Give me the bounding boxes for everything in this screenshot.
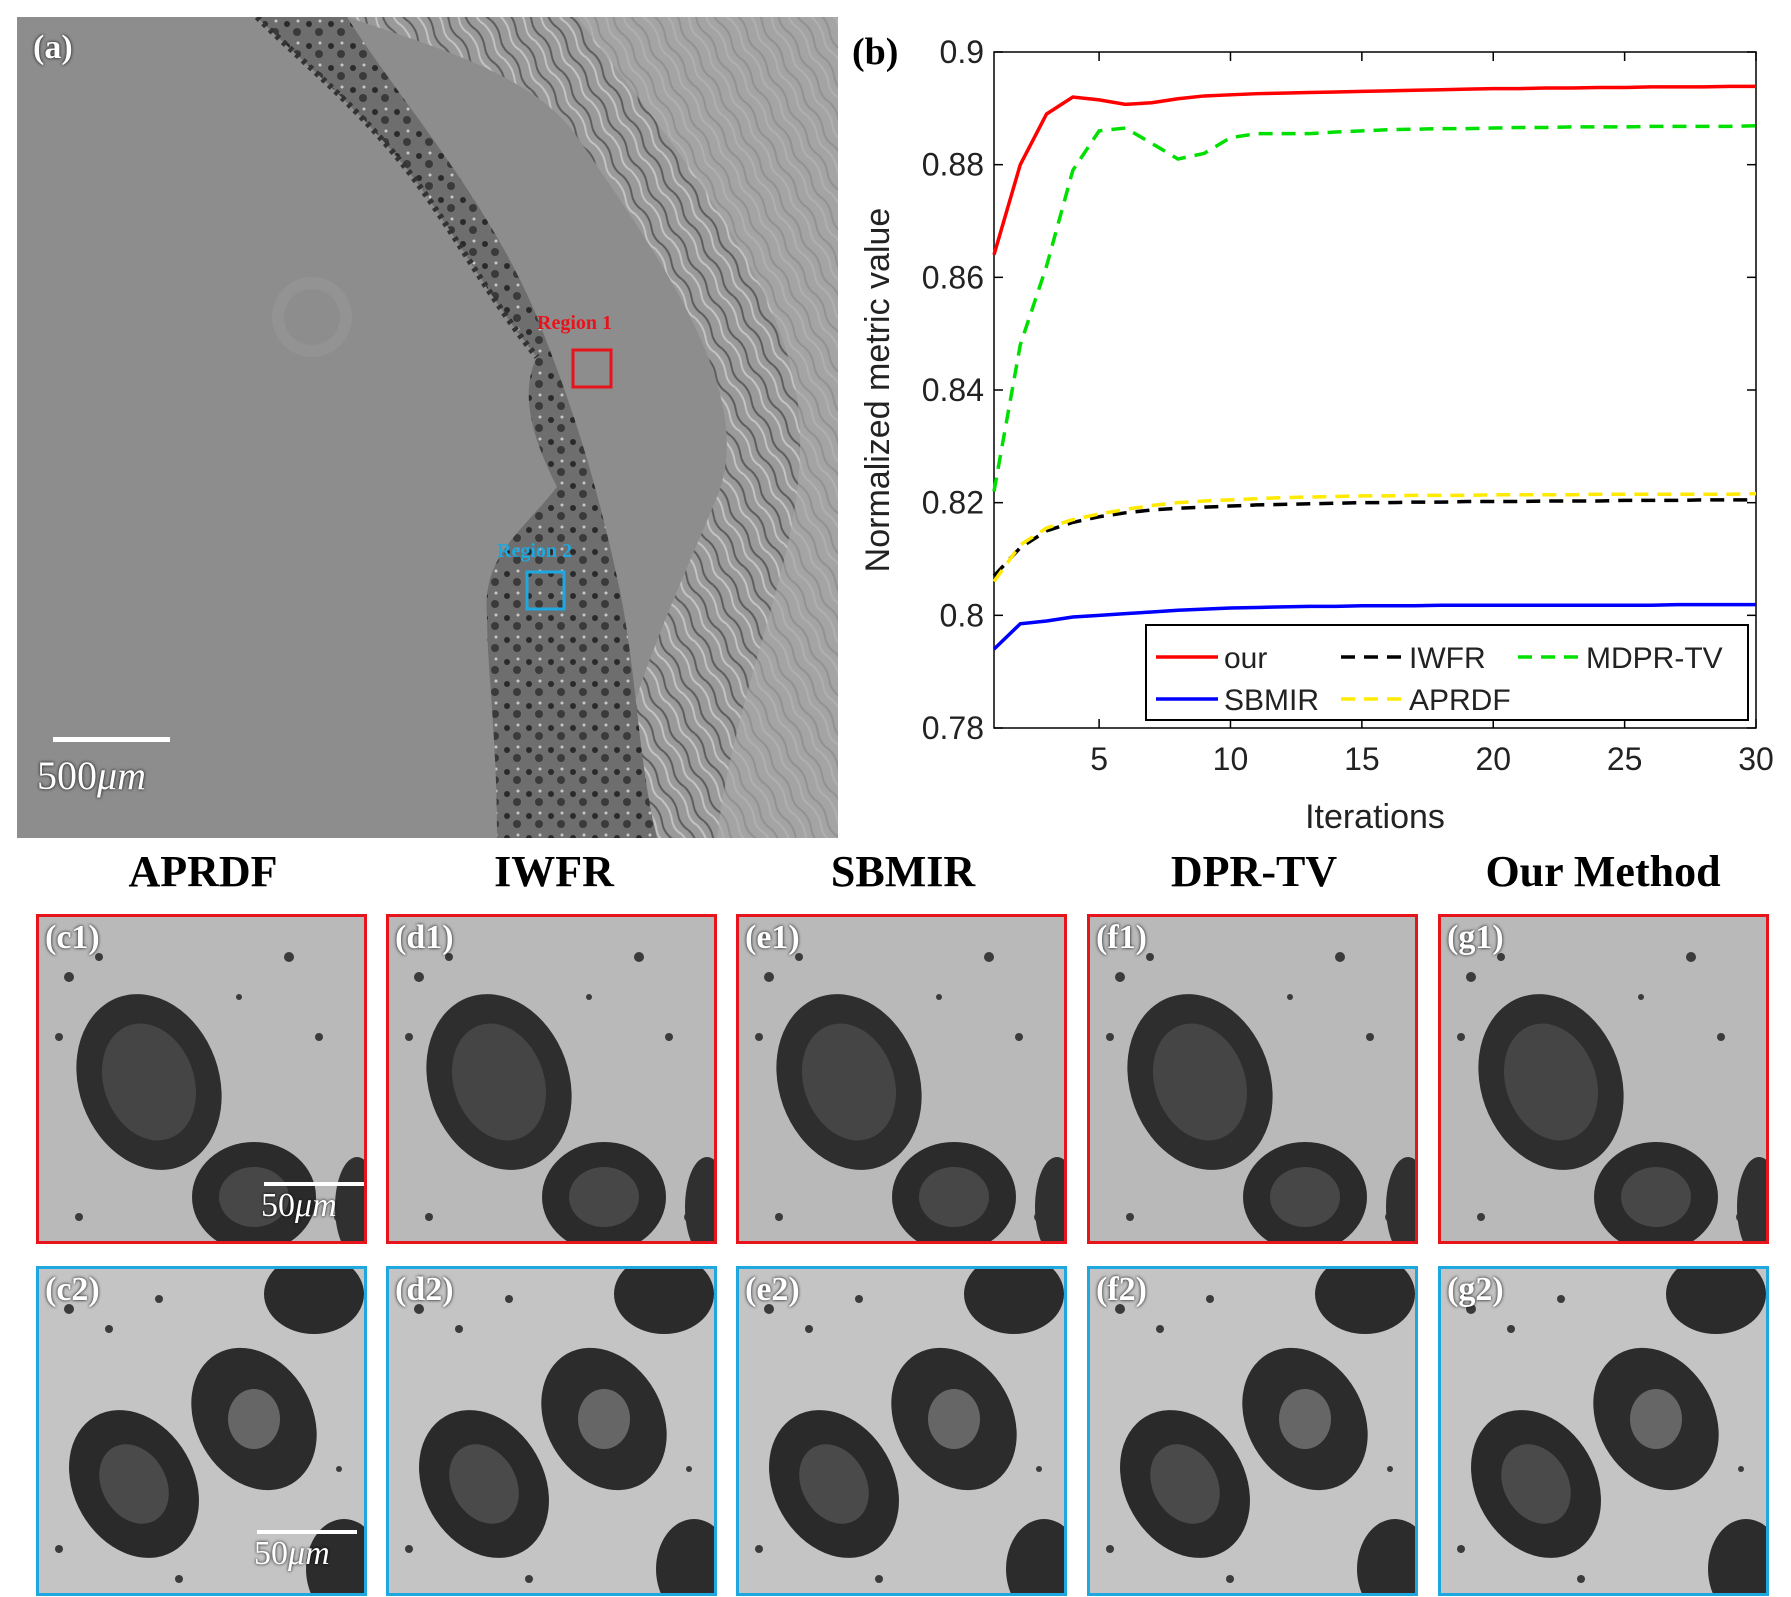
crop-scale-bar xyxy=(257,1530,357,1534)
scale-bar xyxy=(53,737,170,742)
y-tick-label: 0.86 xyxy=(922,259,984,295)
crop-panel-label: (e2) xyxy=(745,1271,800,1308)
crop-panel-label: (d1) xyxy=(395,919,454,956)
column-title-our-method: Our Method xyxy=(1485,847,1721,896)
tissue-drawing xyxy=(17,17,838,838)
region-2-box xyxy=(525,570,566,611)
region-1-label: Region 1 xyxy=(537,312,612,334)
crop-panel-label: (d2) xyxy=(395,1271,454,1308)
legend-label-sbmir: SBMIR xyxy=(1224,684,1319,717)
x-tick-label: 30 xyxy=(1738,741,1774,777)
column-title-aprdf: APRDF xyxy=(128,847,278,896)
x-tick-label: 25 xyxy=(1607,741,1643,777)
crop-scale-label: 50μm xyxy=(254,1535,330,1572)
region-2-label: Region 2 xyxy=(497,540,572,562)
y-tick-label: 0.84 xyxy=(922,372,984,408)
legend-label-aprdf: APRDF xyxy=(1409,684,1511,717)
metric-line-chart: 0.78 0.8 0.82 0.84 0.86 0.88 0.9 5 10 15 20 25 30 Ite… xyxy=(859,34,1774,836)
crop-panel-label: (f2) xyxy=(1096,1271,1147,1308)
region-1-box xyxy=(571,348,613,389)
crop-panel-d2: (d2) xyxy=(386,1266,717,1596)
column-title-dpr-tv: DPR-TV xyxy=(1170,847,1338,896)
crop-scale-label: 50μm xyxy=(261,1187,337,1224)
scale-bar-label: 500μm xyxy=(37,753,146,798)
panel-b-label: (b) xyxy=(852,31,899,73)
crop-panel-g1: (g1) xyxy=(1438,914,1769,1244)
crop-panel-d1: (d1) xyxy=(386,914,717,1244)
x-tick-label: 20 xyxy=(1475,741,1511,777)
crop-panel-e1: (e1) xyxy=(736,914,1067,1244)
legend-label-mdpr-tv: MDPR-TV xyxy=(1586,642,1723,675)
legend-box xyxy=(1145,624,1749,721)
y-tick-label: 0.82 xyxy=(922,485,984,521)
crop-panel-c2: (c2) 50μm xyxy=(36,1266,367,1596)
y-tick-label: 0.88 xyxy=(922,147,984,183)
x-tick-label: 10 xyxy=(1213,741,1249,777)
series-line-iwfr xyxy=(992,498,1756,578)
series-line-sbmir xyxy=(992,602,1756,651)
crop-panel-f1: (f1) xyxy=(1087,914,1418,1244)
crop-panel-label: (f1) xyxy=(1096,919,1147,956)
series-line-mdpr-tv xyxy=(992,124,1757,492)
x-tick-label: 5 xyxy=(1090,741,1108,777)
series-line-our xyxy=(992,84,1756,256)
panel-a-label: (a) xyxy=(33,29,73,66)
crop-panel-label: (e1) xyxy=(745,919,800,956)
x-axis-label: Iterations xyxy=(1305,798,1445,836)
overview-micrograph: (a) Region 1 Region 2 500μm xyxy=(17,17,838,838)
column-title-sbmir: SBMIR xyxy=(830,847,976,896)
x-tick-label: 15 xyxy=(1344,741,1380,777)
legend-label-our: our xyxy=(1224,642,1267,675)
crop-panel-label: (c2) xyxy=(45,1271,100,1308)
crop-panel-c1: (c1) 50μm xyxy=(36,914,367,1244)
crop-panel-label: (g1) xyxy=(1447,919,1504,956)
column-title-iwfr: IWFR xyxy=(494,847,614,896)
y-tick-label: 0.9 xyxy=(940,34,984,70)
crop-panel-f2: (f2) xyxy=(1087,1266,1418,1596)
crop-scale-bar xyxy=(264,1182,364,1186)
y-tick-label: 0.78 xyxy=(922,710,984,746)
crop-panel-g2: (g2) xyxy=(1438,1266,1769,1596)
crop-panel-label: (c1) xyxy=(45,919,100,956)
y-tick-label: 0.8 xyxy=(940,597,984,633)
legend-label-iwfr: IWFR xyxy=(1409,642,1486,675)
crop-panel-e2: (e2) xyxy=(736,1266,1067,1596)
crop-panel-label: (g2) xyxy=(1447,1271,1504,1308)
y-axis-label: Normalized metric value xyxy=(859,208,897,573)
